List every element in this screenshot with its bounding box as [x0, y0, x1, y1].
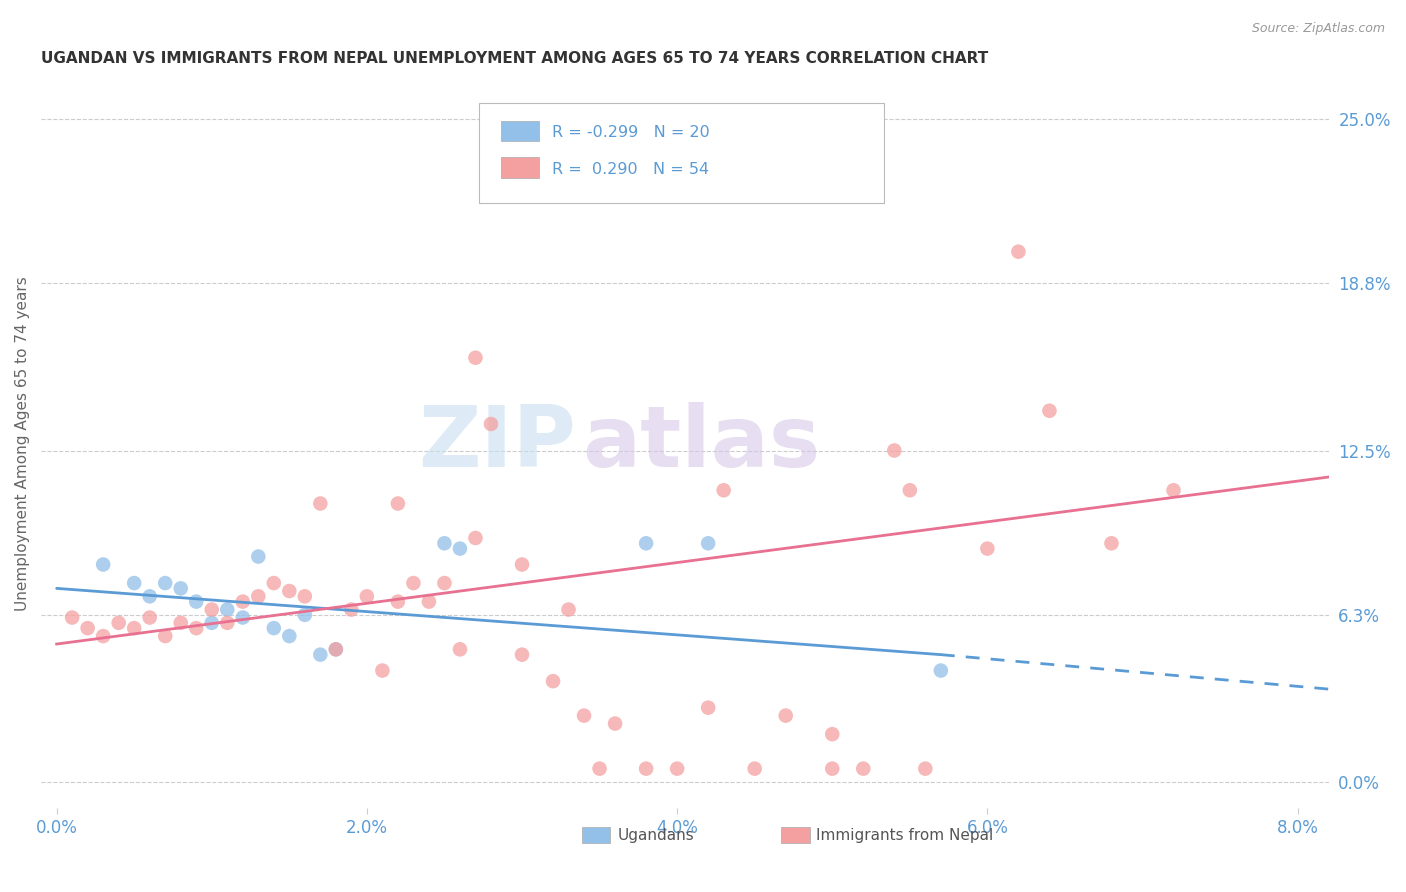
Point: [294, 590, 316, 604]
Point: [91, 558, 114, 572]
Point: [510, 558, 533, 572]
Point: [588, 762, 610, 776]
Point: [247, 549, 270, 564]
Point: [263, 576, 285, 591]
Y-axis label: Unemployment Among Ages 65 to 74 years: Unemployment Among Ages 65 to 74 years: [15, 277, 30, 611]
Point: [402, 576, 425, 591]
FancyBboxPatch shape: [501, 121, 540, 141]
Text: R =  0.290   N = 54: R = 0.290 N = 54: [553, 161, 710, 177]
Point: [433, 576, 456, 591]
Point: [340, 602, 363, 616]
Point: [744, 762, 766, 776]
Point: [479, 417, 502, 431]
Point: [309, 496, 332, 510]
Point: [247, 590, 270, 604]
Point: [929, 664, 952, 678]
Point: [155, 629, 177, 643]
Point: [91, 629, 114, 643]
Text: Immigrants from Nepal: Immigrants from Nepal: [817, 828, 994, 843]
Point: [775, 708, 797, 723]
Point: [603, 716, 626, 731]
Point: [186, 594, 208, 608]
Text: ZIP: ZIP: [418, 402, 575, 485]
Point: [122, 621, 145, 635]
Text: Source: ZipAtlas.com: Source: ZipAtlas.com: [1251, 22, 1385, 36]
Point: [232, 594, 254, 608]
Point: [510, 648, 533, 662]
Point: [449, 541, 471, 556]
Point: [186, 621, 208, 635]
Point: [263, 621, 285, 635]
Point: [852, 762, 875, 776]
Point: [636, 536, 658, 550]
Point: [138, 610, 160, 624]
Point: [541, 674, 564, 689]
Point: [666, 762, 689, 776]
Point: [433, 536, 456, 550]
Point: [217, 615, 239, 630]
Point: [898, 483, 921, 498]
Point: [278, 629, 301, 643]
Point: [1038, 403, 1060, 417]
Point: [278, 584, 301, 599]
Point: [107, 615, 129, 630]
Point: [201, 602, 224, 616]
FancyBboxPatch shape: [479, 103, 884, 203]
Point: [170, 615, 193, 630]
Point: [636, 762, 658, 776]
Point: [294, 607, 316, 622]
Text: Ugandans: Ugandans: [617, 828, 695, 843]
Point: [1101, 536, 1123, 550]
Point: [387, 496, 409, 510]
Point: [356, 590, 378, 604]
Point: [309, 648, 332, 662]
Point: [976, 541, 998, 556]
Point: [697, 700, 720, 714]
Point: [1007, 244, 1029, 259]
Point: [371, 664, 394, 678]
Point: [449, 642, 471, 657]
Point: [155, 576, 177, 591]
FancyBboxPatch shape: [582, 827, 610, 843]
Point: [325, 642, 347, 657]
Point: [387, 594, 409, 608]
Point: [821, 762, 844, 776]
Point: [464, 531, 486, 545]
Point: [232, 610, 254, 624]
Point: [883, 443, 905, 458]
FancyBboxPatch shape: [782, 827, 810, 843]
Point: [138, 590, 160, 604]
Point: [122, 576, 145, 591]
Point: [697, 536, 720, 550]
Point: [325, 642, 347, 657]
Text: atlas: atlas: [582, 402, 820, 485]
Point: [464, 351, 486, 365]
Point: [170, 582, 193, 596]
Point: [76, 621, 98, 635]
Point: [60, 610, 83, 624]
Point: [914, 762, 936, 776]
FancyBboxPatch shape: [501, 157, 540, 178]
Point: [1163, 483, 1185, 498]
Point: [418, 594, 440, 608]
Text: UGANDAN VS IMMIGRANTS FROM NEPAL UNEMPLOYMENT AMONG AGES 65 TO 74 YEARS CORRELAT: UGANDAN VS IMMIGRANTS FROM NEPAL UNEMPLO…: [41, 51, 988, 66]
Text: R = -0.299   N = 20: R = -0.299 N = 20: [553, 125, 710, 140]
Point: [557, 602, 579, 616]
Point: [217, 602, 239, 616]
Point: [821, 727, 844, 741]
Point: [201, 615, 224, 630]
Point: [572, 708, 595, 723]
Point: [713, 483, 735, 498]
